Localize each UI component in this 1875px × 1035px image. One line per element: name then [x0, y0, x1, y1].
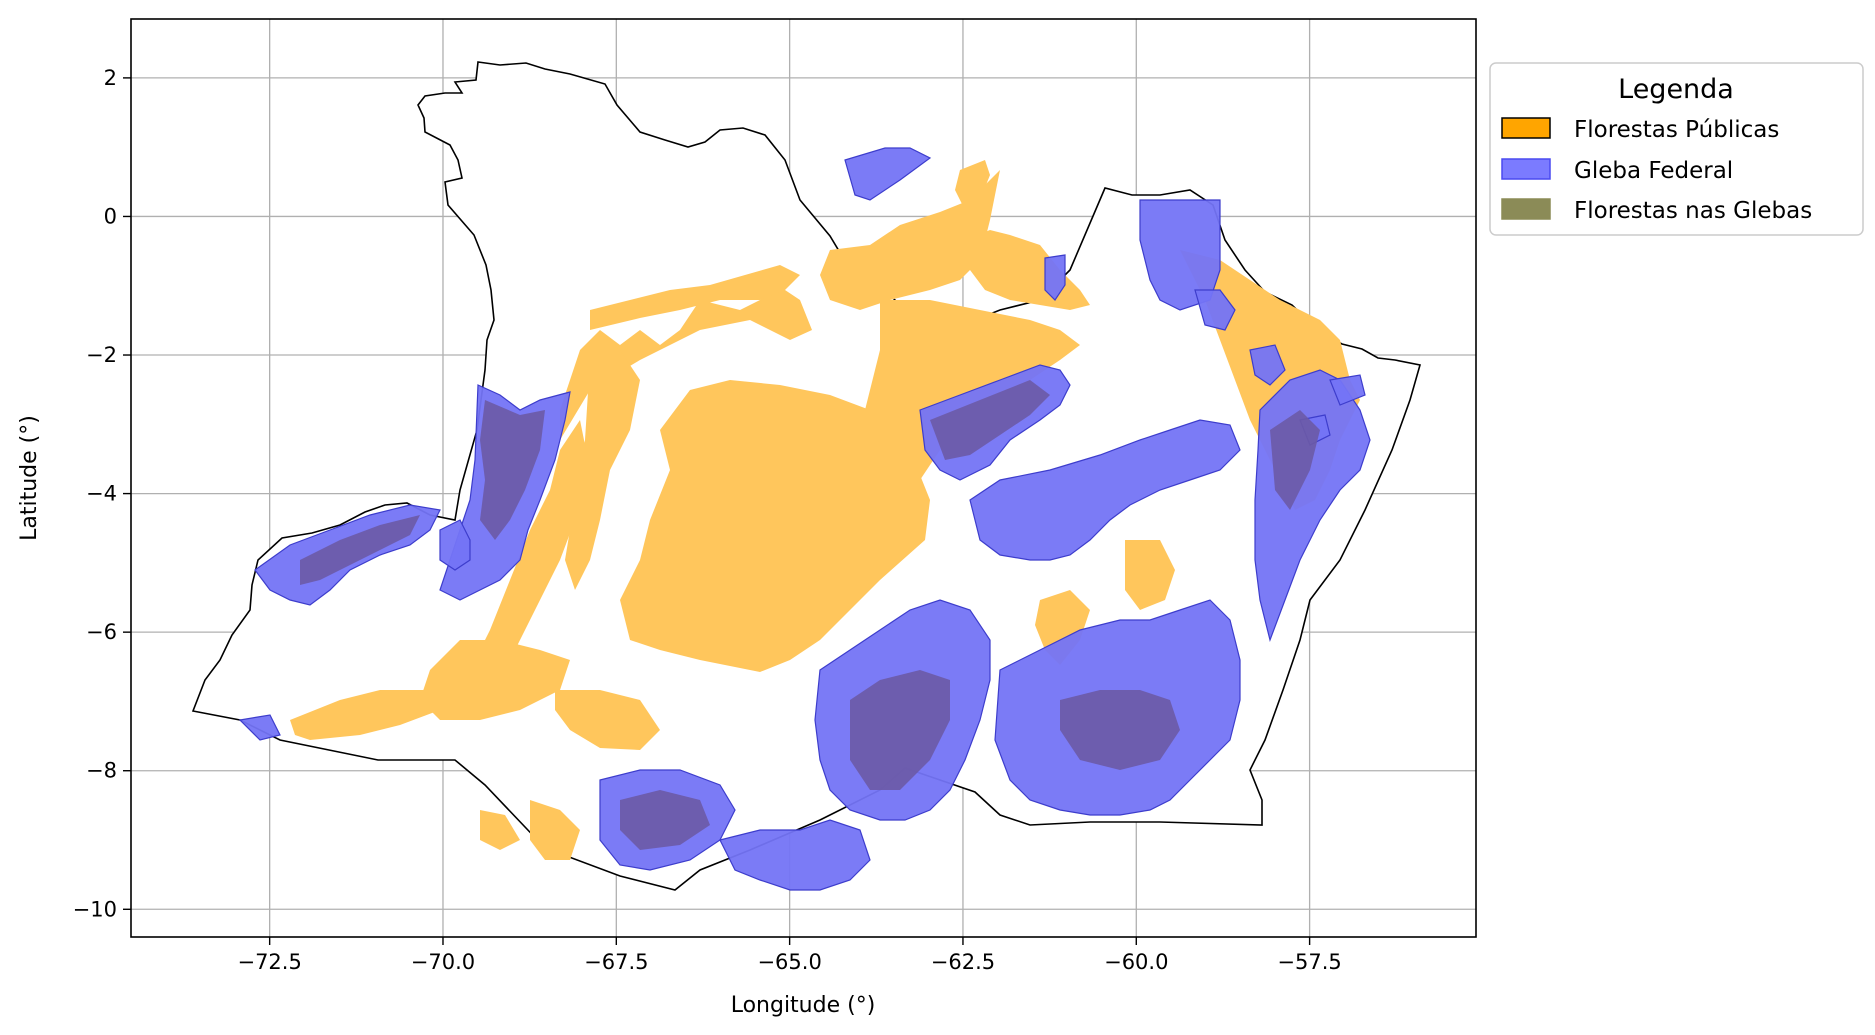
- x-tick-label: −72.5: [237, 950, 301, 974]
- legend: Legenda Florestas Públicas Gleba Federal…: [1489, 62, 1864, 236]
- gleba-east-small-2: [1329, 374, 1366, 406]
- public-forest-center-big: [620, 380, 930, 672]
- forest-gleba-east: [1270, 410, 1320, 510]
- y-tick-label: −8: [86, 759, 117, 783]
- forest-gleba-center: [930, 380, 1050, 460]
- forest-gleba-far-west: [300, 515, 420, 585]
- y-tick-label: 2: [104, 66, 117, 90]
- legend-swatch-florestas-publicas: [1501, 117, 1551, 139]
- public-forest-south-center: [555, 690, 660, 750]
- legend-label-gleba-federal: Gleba Federal: [1574, 158, 1733, 184]
- forests-in-glebas-layer: [300, 380, 1320, 850]
- public-forest-north: [820, 170, 1000, 310]
- x-tick-label: −65.0: [757, 950, 821, 974]
- legend-label-florestas-publicas: Florestas Públicas: [1574, 117, 1779, 143]
- y-tick-label: −10: [73, 897, 117, 921]
- public-forests-layer: [290, 160, 1360, 860]
- public-forest-south-patch: [530, 800, 580, 860]
- gleba-center-east-band: [969, 419, 1241, 561]
- gleba-north-east-small: [1044, 254, 1066, 301]
- x-axis-title: Longitude (°): [731, 993, 876, 1018]
- forest-gleba-southeast: [1060, 690, 1180, 770]
- y-tick-label: −2: [86, 343, 117, 367]
- gleba-west-patch: [439, 519, 471, 571]
- public-forest-south-east: [1125, 540, 1175, 610]
- public-forest-west: [470, 420, 590, 700]
- gleba-bottom-small: [238, 714, 281, 741]
- forest-gleba-west: [480, 400, 545, 540]
- x-tick-label: −70.0: [411, 950, 475, 974]
- forest-gleba-south-center: [850, 670, 950, 790]
- axis-ticks: −72.5 −70.0 −67.5 −65.0 −62.5 −60.0 −57.5 2 0 −2 −…: [73, 66, 1342, 974]
- y-tick-label: 0: [104, 204, 117, 228]
- x-tick-label: −57.5: [1277, 950, 1341, 974]
- x-tick-label: −60.0: [1104, 950, 1168, 974]
- x-tick-label: −62.5: [931, 950, 995, 974]
- gleba-south-far: [719, 819, 871, 891]
- axes-frame: [130, 18, 1477, 938]
- y-tick-label: −4: [86, 482, 117, 506]
- public-forest-west-2: [565, 350, 640, 590]
- public-forest-southwest: [420, 640, 570, 720]
- public-forest-central: [560, 280, 812, 440]
- gleba-east-small-1: [1249, 344, 1286, 386]
- gleba-south-east-small: [1194, 289, 1236, 331]
- legend-box: [1489, 62, 1864, 236]
- gleba-north-east-strip: [1139, 199, 1221, 311]
- public-forest-bottom-west: [480, 810, 520, 850]
- x-tick-label: −67.5: [584, 950, 648, 974]
- legend-title: Legenda: [1618, 74, 1734, 105]
- public-forest-upper-north: [955, 160, 990, 210]
- gleba-north-small: [844, 147, 932, 201]
- y-axis-title: Latitude (°): [17, 415, 42, 541]
- forest-gleba-south-west: [620, 790, 710, 850]
- public-forest-northwest-band: [590, 265, 800, 330]
- legend-label-florestas-nas-glebas: Florestas nas Glebas: [1574, 198, 1812, 224]
- legend-swatch-florestas-nas-glebas: [1501, 198, 1551, 220]
- y-tick-label: −6: [86, 620, 117, 644]
- legend-swatch-gleba-federal: [1501, 158, 1551, 180]
- public-forest-south-west-band: [290, 690, 440, 740]
